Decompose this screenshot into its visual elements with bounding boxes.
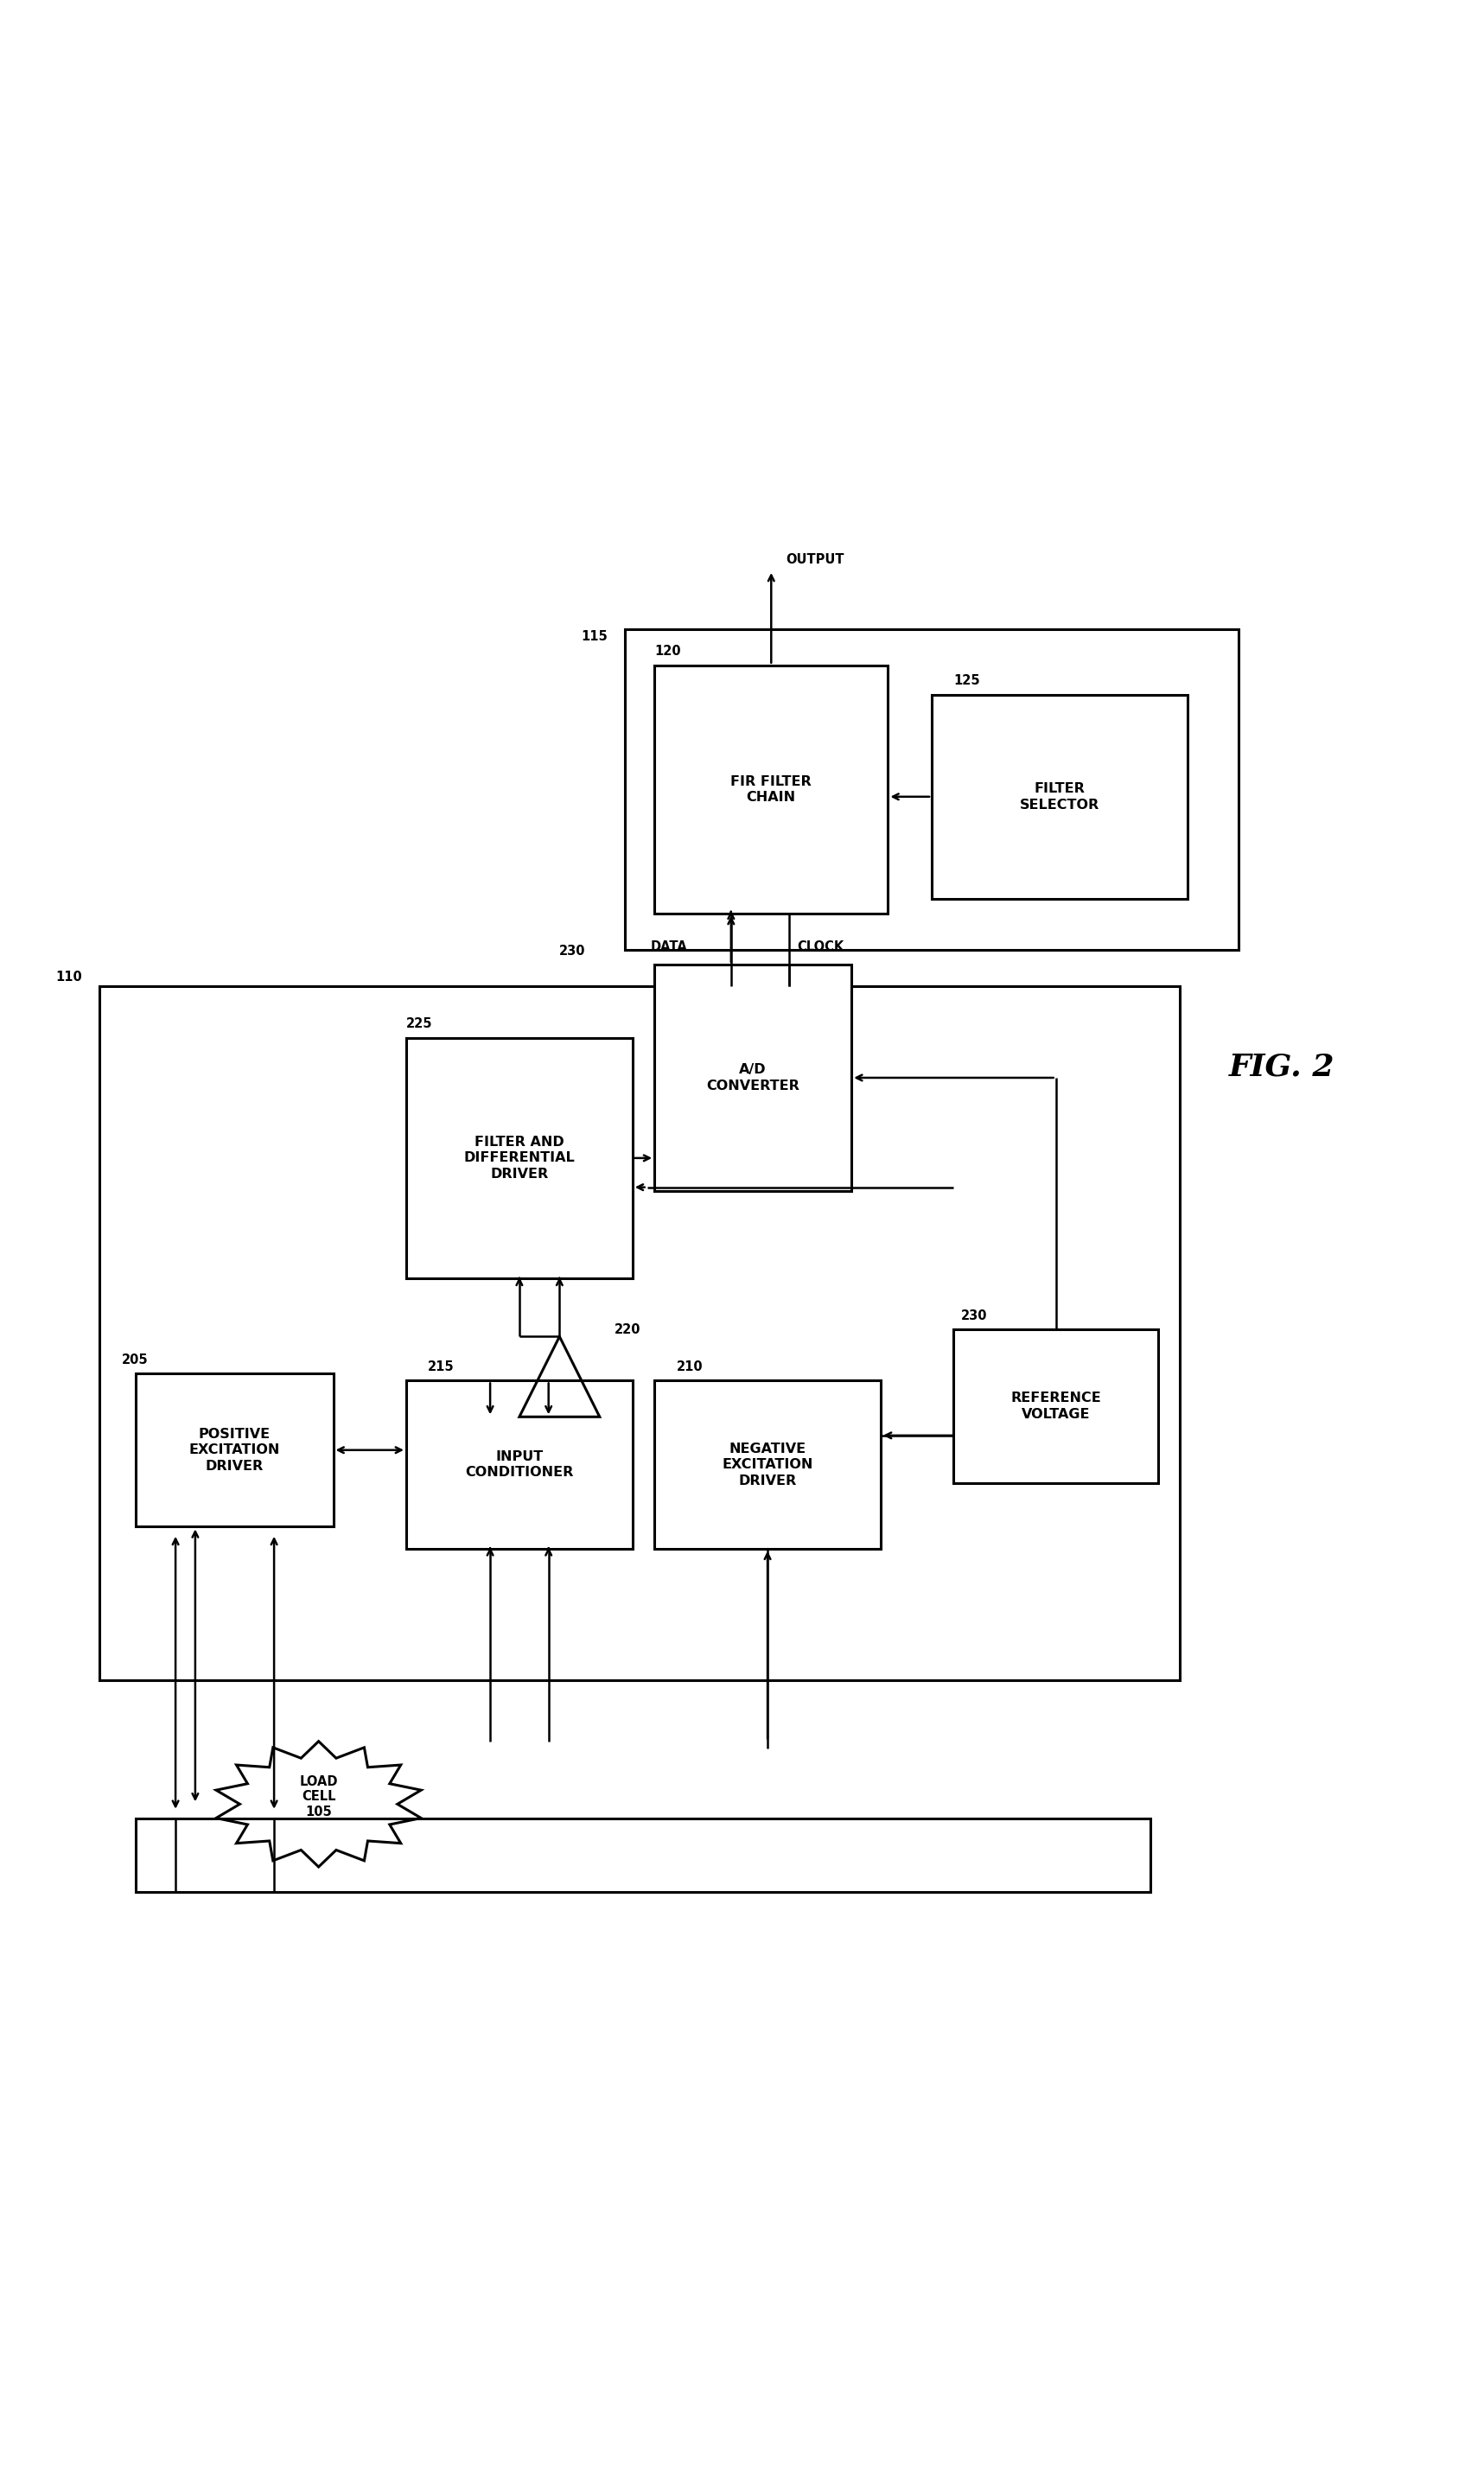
Text: FILTER
SELECTOR: FILTER SELECTOR [1020,782,1100,812]
Text: CLOCK: CLOCK [797,939,843,954]
Text: DATA: DATA [651,939,687,954]
Text: 110: 110 [56,971,83,984]
Text: 225: 225 [407,1018,432,1031]
Text: INPUT
CONDITIONER: INPUT CONDITIONER [464,1451,573,1478]
Bar [407,1038,632,1279]
Text: 115: 115 [582,631,608,643]
Text: 230: 230 [559,944,586,956]
Text: 220: 220 [614,1324,641,1336]
Text: 205: 205 [122,1354,148,1366]
Bar [654,666,887,914]
Text: LOAD
CELL
105: LOAD CELL 105 [300,1776,338,1818]
Text: NEGATIVE
EXCITATION
DRIVER: NEGATIVE EXCITATION DRIVER [723,1443,813,1488]
Text: 125: 125 [954,673,979,688]
Text: 230: 230 [962,1309,987,1321]
Text: FILTER AND
DIFFERENTIAL
DRIVER: FILTER AND DIFFERENTIAL DRIVER [463,1135,574,1180]
Bar [137,1374,334,1528]
Text: 210: 210 [677,1361,703,1374]
Bar [407,1381,632,1548]
Text: OUTPUT: OUTPUT [787,554,844,566]
Text: 120: 120 [654,646,681,658]
Bar [954,1329,1158,1483]
Text: A/D
CONVERTER: A/D CONVERTER [706,1063,800,1093]
Text: FIR FILTER
CHAIN: FIR FILTER CHAIN [730,775,812,805]
Bar [932,696,1187,899]
Text: POSITIVE
EXCITATION
DRIVER: POSITIVE EXCITATION DRIVER [188,1428,280,1473]
Bar [625,628,1238,949]
Bar [99,986,1180,1679]
Bar [654,1381,880,1548]
Bar [137,1818,1150,1893]
Text: REFERENCE
VOLTAGE: REFERENCE VOLTAGE [1011,1391,1101,1421]
Bar [654,964,852,1190]
Text: FIG. 2: FIG. 2 [1229,1053,1336,1081]
Text: 215: 215 [427,1361,454,1374]
